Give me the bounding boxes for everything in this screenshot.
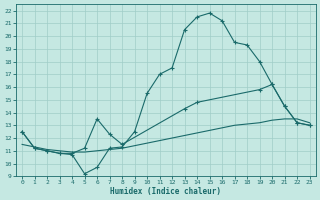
X-axis label: Humidex (Indice chaleur): Humidex (Indice chaleur) (110, 187, 221, 196)
